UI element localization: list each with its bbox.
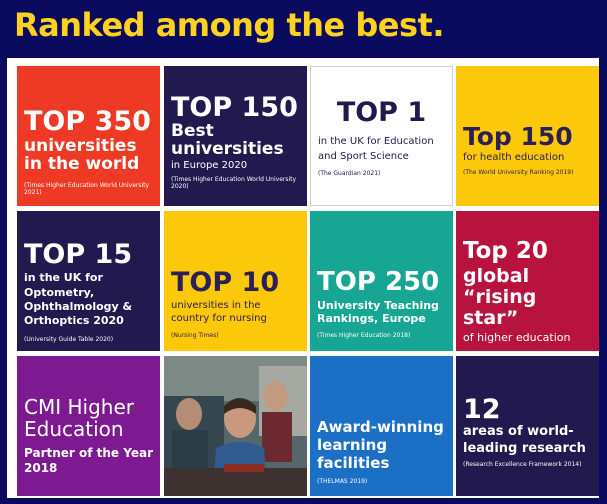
tile-source: (Times Higher Education 2018) (317, 331, 411, 339)
tile-lite: in the UK for Education and Sport Scienc… (318, 136, 434, 163)
tile-lite: of higher education (463, 330, 571, 344)
tile-top-10-nursing: TOP 10 universities in the country for n… (164, 211, 307, 351)
tile-lite: for health education (463, 152, 565, 164)
tile-source: (Nursing Times) (171, 332, 219, 340)
tile-source: (Times Higher Education World University… (24, 182, 150, 197)
tile-mid: global “rising star” (463, 265, 537, 329)
tile-big: CMI Higher Education (24, 395, 134, 441)
tile-top-15-optometry: TOP 15 in the UK for Optometry, Ophthalm… (17, 211, 160, 351)
tile-big: Top 20 (463, 238, 548, 264)
tile-mid: universities in the world (24, 136, 140, 175)
research-heading: 12 (463, 394, 592, 425)
tile-big: TOP 150 (171, 92, 298, 123)
tile-mid: in the UK for Optometry, Ophthalmology &… (24, 271, 133, 328)
tile-source: (THELMAS 2019) (317, 478, 368, 485)
rankings-grid: TOP 350 universities in the world (Times… (7, 58, 599, 498)
campus-photo (164, 356, 307, 496)
tile-source: (University Guide Table 2020) (24, 335, 114, 343)
tile-award-facilities: Award-winning learning facilities (THELM… (310, 356, 453, 496)
tile-source: (Research Excellence Framework 2014) (463, 460, 582, 468)
students-image (164, 356, 307, 496)
tile-big: 12 (463, 394, 501, 425)
tile-source: (The World University Ranking 2019) (463, 168, 574, 176)
headline: Ranked among the best. (14, 6, 444, 44)
tile-big: TOP 250 (317, 267, 440, 297)
tile-top-350: TOP 350 universities in the world (Times… (17, 66, 160, 206)
tile-mid: areas of world-leading research (463, 424, 586, 456)
tile-big: TOP 15 (24, 239, 133, 270)
tile-lite: universities in the country for nursing (171, 300, 267, 324)
tile-top-150-europe: TOP 150 Best universities in Europe 2020… (164, 66, 307, 206)
tile-cmi-partner: CMI Higher Education Partner of the Year… (17, 356, 160, 496)
tile-top-1-uk: TOP 1 in the UK for Education and Sport … (310, 66, 453, 206)
tile-big: Top 150 (463, 122, 573, 151)
tile-source: (The Guardian 2021) (318, 170, 381, 178)
tile-mid: Award-winning learning facilities (317, 418, 444, 472)
tile-lite: in Europe 2020 (171, 160, 248, 172)
tile-mid: University Teaching Rankings, Europe (317, 299, 439, 326)
tile-top-250-teaching: TOP 250 University Teaching Rankings, Eu… (310, 211, 453, 351)
tile-big: TOP 10 (171, 267, 280, 298)
tile-source: (Times Higher Education World University… (171, 175, 297, 190)
tile-12-research: 12 areas of world-leading research (Rese… (456, 356, 599, 496)
tile-big: TOP 350 (24, 106, 151, 137)
tile-big: TOP 1 (336, 97, 427, 128)
tile-top-150-health: Top 150 for health education (The World … (456, 66, 599, 206)
tile-mid: Partner of the Year 2018 (24, 446, 153, 475)
tile-top-20-rising-star: Top 20 global “rising star” of higher ed… (456, 211, 599, 351)
tile-mid: Best universities (171, 121, 284, 160)
